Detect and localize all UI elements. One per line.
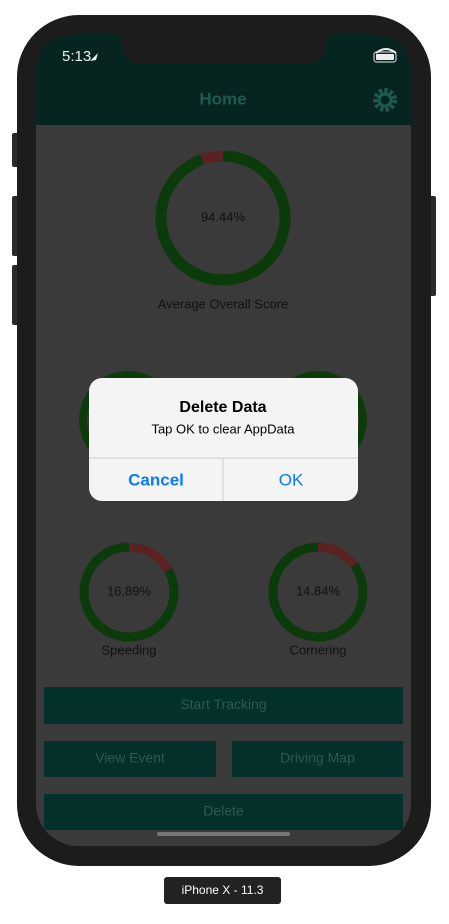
gauge-label: Speeding <box>102 642 157 657</box>
button[interactable] <box>44 687 403 724</box>
button-label: Driving Map <box>280 750 355 766</box>
gauge-arc <box>79 542 179 642</box>
settings-icon-core <box>377 92 393 108</box>
gauge-label: Average Overall Score <box>158 296 289 311</box>
ok-button[interactable]: OK <box>279 470 304 489</box>
settings-icon[interactable] <box>373 88 397 112</box>
home-indicator <box>157 832 290 836</box>
location-icon <box>90 53 98 61</box>
button-label: View Event <box>95 750 165 766</box>
nav-title: Home <box>199 89 246 108</box>
status-time: 5:13 <box>62 48 91 65</box>
dialog <box>89 378 358 501</box>
battery-level <box>376 54 394 60</box>
button-label: Start Tracking <box>180 696 266 712</box>
dialog-message: Tap OK to clear AppData <box>151 421 295 436</box>
device-tag <box>164 877 281 904</box>
gauges: 94.44% Average Overall Score 16.89% Speedin… <box>79 150 368 657</box>
notch <box>118 34 330 64</box>
gauge-label: Cornering <box>289 642 346 657</box>
button[interactable] <box>44 741 216 777</box>
battery-icon <box>373 51 397 63</box>
dialog-title: Delete Data <box>179 399 266 416</box>
gauge-arc <box>155 150 291 286</box>
button[interactable] <box>44 794 403 830</box>
device-label: iPhone X - 11.3 <box>182 883 264 897</box>
gauge-value: 14.84% <box>296 583 341 598</box>
gauge-arc <box>268 542 368 642</box>
cancel-button[interactable]: Cancel <box>128 470 184 489</box>
gauge-value: 94.44% <box>201 209 246 224</box>
button[interactable] <box>232 741 403 777</box>
gauge-value: 16.89% <box>107 583 152 598</box>
buttons: Start Tracking View Event Driving Map Delet… <box>44 687 403 830</box>
button-label: Delete <box>203 803 244 819</box>
